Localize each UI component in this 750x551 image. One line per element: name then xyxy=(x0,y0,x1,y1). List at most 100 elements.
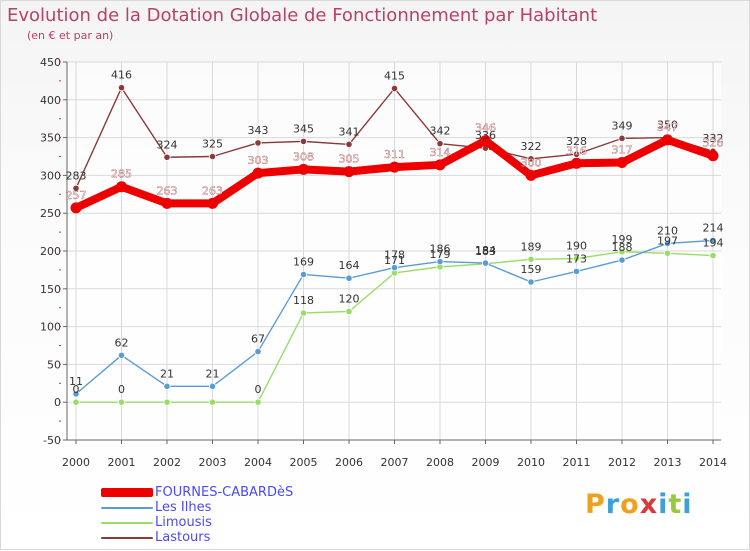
x-tick-label: 2011 xyxy=(563,456,591,469)
y-tick-label: 200 xyxy=(40,245,61,258)
x-tick-label: 2007 xyxy=(381,456,409,469)
data-point xyxy=(161,197,173,209)
data-label: 0 xyxy=(118,383,125,396)
data-point xyxy=(345,274,353,282)
data-point xyxy=(527,255,535,263)
data-label: 194 xyxy=(703,237,724,250)
data-label: 324 xyxy=(157,138,178,151)
x-tick-label: 2003 xyxy=(199,456,227,469)
y-tick-label: 300 xyxy=(40,169,61,182)
logo-letter: r xyxy=(605,489,621,520)
data-point xyxy=(70,202,82,214)
data-point xyxy=(572,267,581,276)
legend-item-lastours: Lastours xyxy=(101,530,293,545)
data-label: 214 xyxy=(703,221,724,234)
data-label: 346 xyxy=(475,122,496,135)
logo-letter: i xyxy=(682,489,693,520)
data-point xyxy=(117,398,126,406)
data-label: 159 xyxy=(521,263,542,276)
data-point xyxy=(72,184,80,192)
legend-item-fournes: FOURNES-CABARDèS xyxy=(101,485,293,500)
data-label: 317 xyxy=(612,144,633,157)
logo-letter: x xyxy=(639,489,659,520)
data-label: 316 xyxy=(566,144,587,157)
legend-label-lastours: Lastours xyxy=(155,530,211,545)
data-label: 349 xyxy=(612,119,633,132)
data-point xyxy=(208,382,217,390)
x-tick-label: 2006 xyxy=(335,456,363,469)
data-label: 308 xyxy=(293,150,314,163)
data-point xyxy=(436,257,444,266)
data-label: 197 xyxy=(657,234,678,247)
data-point xyxy=(481,259,490,267)
data-point xyxy=(345,307,353,316)
data-point xyxy=(345,140,353,149)
x-tick-label: 2009 xyxy=(472,456,500,469)
data-label: 283 xyxy=(66,169,87,182)
data-point xyxy=(663,249,672,257)
data-point xyxy=(707,150,719,162)
data-point xyxy=(709,251,717,260)
data-point xyxy=(389,161,400,173)
data-point xyxy=(163,398,171,406)
data-label: 164 xyxy=(339,259,360,272)
y-tick-label: 450 xyxy=(40,56,61,69)
x-tick-label: 2013 xyxy=(654,456,682,469)
y-tick-label: 350 xyxy=(40,132,61,145)
data-label: 21 xyxy=(160,367,174,380)
data-point xyxy=(618,134,626,142)
data-label: 350 xyxy=(657,119,678,132)
data-label: 416 xyxy=(111,69,132,82)
data-point xyxy=(298,163,309,175)
data-point xyxy=(117,84,126,92)
data-label: 173 xyxy=(566,252,587,265)
data-point xyxy=(299,137,308,145)
legend-label-fournes: FOURNES-CABARDèS xyxy=(155,485,294,500)
data-point xyxy=(434,159,446,171)
data-point xyxy=(662,134,673,146)
data-label: 345 xyxy=(293,122,314,135)
data-label: 118 xyxy=(293,294,314,307)
data-point xyxy=(709,236,717,245)
data-label: 179 xyxy=(430,248,451,261)
proxiti-logo: Proxiti xyxy=(585,489,693,520)
y-tick-label: 400 xyxy=(40,94,61,107)
data-label: 342 xyxy=(430,125,451,138)
x-tick-label: 2002 xyxy=(153,456,181,469)
data-point xyxy=(527,155,535,163)
data-label: 183 xyxy=(475,245,496,258)
data-label: 169 xyxy=(293,255,314,268)
chart-subtitle: (en € et par an) xyxy=(27,29,114,42)
data-point xyxy=(163,153,171,161)
x-tick-label: 2005 xyxy=(290,456,318,469)
data-point xyxy=(390,84,399,93)
y-tick-label: 0 xyxy=(54,396,61,409)
legend-swatch-lastours xyxy=(101,536,153,539)
data-label: 257 xyxy=(66,189,87,202)
data-label: 210 xyxy=(657,224,678,237)
y-tick-label: -50 xyxy=(43,434,61,447)
data-label: 0 xyxy=(73,383,80,396)
data-label: 311 xyxy=(384,148,405,161)
logo-letter: i xyxy=(658,489,669,520)
data-label: 120 xyxy=(339,292,360,305)
data-label: 21 xyxy=(206,367,220,380)
y-tick-label: 100 xyxy=(40,321,61,334)
legend-swatch-limousis xyxy=(101,521,153,524)
data-point xyxy=(163,382,171,390)
data-point xyxy=(72,398,80,406)
data-label: 62 xyxy=(115,336,129,349)
data-label: 171 xyxy=(384,254,405,267)
data-label: 67 xyxy=(251,333,265,346)
data-label: 341 xyxy=(339,125,360,138)
data-point xyxy=(663,239,672,248)
x-tick-label: 2001 xyxy=(108,456,136,469)
logo-letter: o xyxy=(620,489,640,520)
chart-title: Evolution de la Dotation Globale de Fonc… xyxy=(7,5,598,26)
data-point xyxy=(525,169,537,181)
x-tick-label: 2008 xyxy=(426,456,454,469)
data-label: 0 xyxy=(255,383,262,396)
data-point xyxy=(254,139,262,147)
logo-letter: t xyxy=(668,489,683,520)
